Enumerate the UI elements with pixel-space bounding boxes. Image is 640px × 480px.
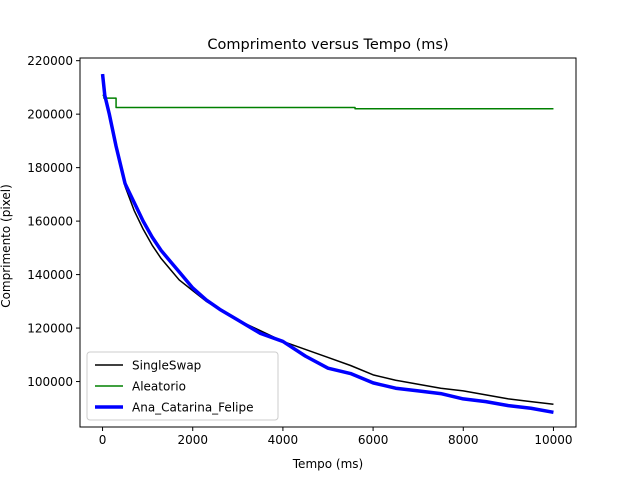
- plot-area: [100, 73, 554, 415]
- series-lines: [100, 73, 554, 415]
- y-tick-label: 180000: [27, 161, 73, 175]
- y-tick-label: 160000: [27, 215, 73, 229]
- plot-frame: [79, 57, 577, 428]
- y-tick-label: 120000: [27, 322, 73, 336]
- x-axis-label: Tempo (ms): [292, 457, 363, 471]
- y-tick-label: 200000: [27, 108, 73, 122]
- x-tick-label: 4000: [268, 433, 299, 447]
- x-tick-label: 8000: [448, 433, 479, 447]
- x-tick-label: 6000: [358, 433, 389, 447]
- y-tick-label: 220000: [27, 54, 73, 68]
- chart-title: Comprimento versus Tempo (ms): [207, 37, 448, 53]
- y-axis-label: Comprimento (pixel): [0, 184, 13, 308]
- legend-label: SingleSwap: [132, 359, 201, 373]
- x-tick-label: 10000: [534, 433, 572, 447]
- y-tick-label: 100000: [27, 375, 73, 389]
- legend-box: [86, 351, 279, 421]
- x-tick-label: 2000: [177, 433, 208, 447]
- axes: 0 2000 4000 6000 8000 10000 100000 120000 140000…: [27, 54, 577, 447]
- series-line-ana-catarina-felipe: [100, 73, 554, 415]
- legend-label: Aleatorio: [132, 380, 186, 394]
- legend: SingleSwap Aleatorio Ana_Catarina_Felipe: [86, 351, 279, 421]
- x-tick-label: 0: [99, 433, 107, 447]
- legend-label: Ana_Catarina_Felipe: [132, 401, 253, 415]
- y-tick-label: 140000: [27, 268, 73, 282]
